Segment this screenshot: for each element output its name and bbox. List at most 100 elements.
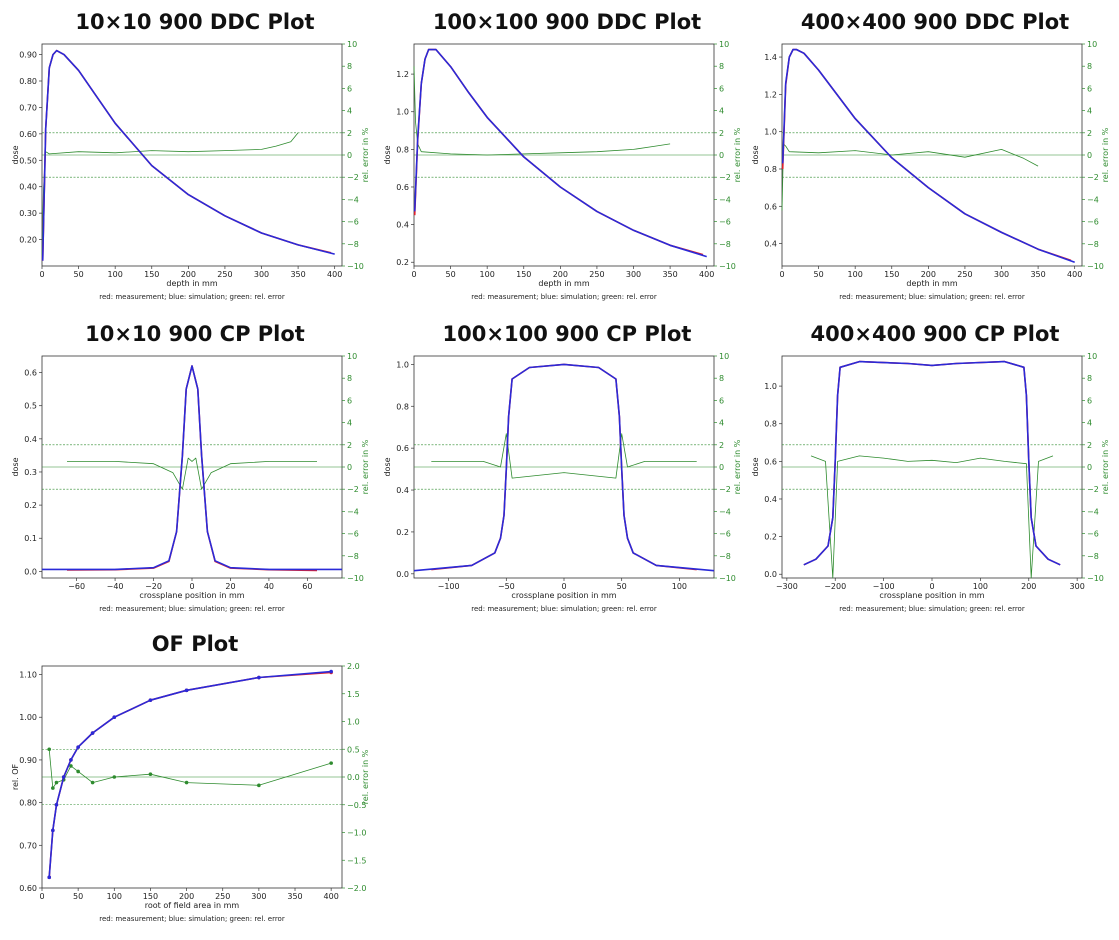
data-point bbox=[51, 828, 55, 833]
x-tick-label: 250 bbox=[215, 892, 230, 901]
y-tick-label: 0.70 bbox=[19, 103, 37, 112]
chart-title: OF Plot bbox=[151, 632, 239, 656]
x-axis-label: depth in mm bbox=[538, 279, 589, 288]
y2-tick-label: −8 bbox=[1087, 240, 1099, 249]
chart-svg: −60 −40 −20 0 20 40 600.00.10.20.30.40.50.6−10… bbox=[11, 352, 370, 613]
y2-tick-label: 10 bbox=[1087, 352, 1097, 361]
data-point bbox=[148, 698, 153, 702]
chart-title: 10×10 900 DDC Plot bbox=[75, 10, 315, 34]
y-tick-label: 0.1 bbox=[24, 534, 37, 543]
y-tick-label: 0.60 bbox=[19, 884, 37, 893]
x-tick-label: 200 bbox=[181, 270, 196, 279]
x-tick-label: 350 bbox=[287, 892, 302, 901]
y2-tick-label: −4 bbox=[1087, 507, 1099, 516]
chart-panel-of: OF Plot 0 50 100 150 200 250 300 350 400 0.60 0.70 0… bbox=[10, 628, 380, 940]
x-tick-label: 150 bbox=[144, 270, 159, 279]
data-point bbox=[257, 783, 261, 788]
y2-tick-label: 0.0 bbox=[347, 773, 360, 782]
y-tick-label: 0.90 bbox=[19, 51, 37, 60]
series-line-simulation bbox=[42, 365, 342, 571]
data-point bbox=[329, 669, 333, 674]
y-tick-label: 0.4 bbox=[396, 486, 409, 495]
y-tick-label: 0.4 bbox=[764, 495, 777, 504]
series-line-measurement bbox=[66, 365, 318, 572]
data-point bbox=[51, 786, 55, 790]
x-axis-label: crossplane position in mm bbox=[879, 591, 984, 600]
y2-tick-label: 2.0 bbox=[347, 662, 360, 671]
x-tick-label: 60 bbox=[302, 582, 312, 591]
x-tick-label: 50 bbox=[813, 270, 823, 279]
y-axis-label: dose bbox=[11, 145, 20, 164]
chart-svg: 0 50 100 150 200 250 300 350 4000.200.300.400.50… bbox=[11, 40, 370, 301]
x-tick-label: 400 bbox=[327, 270, 342, 279]
x-tick-label: 200 bbox=[1021, 582, 1036, 591]
x-tick-label: 40 bbox=[264, 582, 274, 591]
y2-tick-label: −10 bbox=[1087, 574, 1104, 583]
data-point bbox=[61, 775, 66, 779]
y2-axis-label: rel. error in % bbox=[733, 439, 742, 494]
y2-tick-label: −8 bbox=[347, 552, 359, 561]
y-tick-label: 0.6 bbox=[396, 444, 409, 453]
x-tick-label: 50 bbox=[445, 270, 455, 279]
x-tick-label: 0 bbox=[561, 582, 566, 591]
series-line-relerror bbox=[781, 143, 1039, 211]
y-axis-label: dose bbox=[751, 145, 760, 164]
y2-tick-label: 6 bbox=[719, 396, 724, 405]
x-axis-label: depth in mm bbox=[166, 279, 217, 288]
y2-tick-label: 1.0 bbox=[347, 718, 360, 727]
y2-tick-label: −6 bbox=[347, 530, 359, 539]
data-point bbox=[54, 802, 59, 807]
y2-axis-label: rel. error in % bbox=[1101, 127, 1110, 182]
x-tick-label: 300 bbox=[994, 270, 1009, 279]
y2-tick-label: −6 bbox=[1087, 530, 1099, 539]
y2-axis-label: rel. error in % bbox=[361, 127, 370, 182]
series-line-relerror bbox=[67, 457, 317, 490]
data-point bbox=[329, 761, 333, 765]
y2-tick-label: −2 bbox=[719, 173, 731, 182]
data-point bbox=[148, 772, 153, 777]
legend-caption: red: measurement; blue: simulation; gree… bbox=[99, 293, 285, 301]
y-axis-label: dose bbox=[751, 457, 760, 476]
x-tick-label: 0 bbox=[39, 892, 44, 901]
legend-caption: red: measurement; blue: simulation; gree… bbox=[471, 605, 657, 613]
x-tick-label: −60 bbox=[68, 582, 85, 591]
y-tick-label: 0.6 bbox=[396, 183, 409, 192]
y2-tick-label: −10 bbox=[1087, 262, 1104, 271]
chart-title: 400×400 900 CP Plot bbox=[810, 322, 1060, 346]
x-axis-label: depth in mm bbox=[906, 279, 957, 288]
x-axis-label: crossplane position in mm bbox=[511, 591, 616, 600]
x-tick-label: 0 bbox=[411, 270, 416, 279]
chart-svg: −300 −200 −100 0 100 200 3000.00.20.40.60.81.0… bbox=[751, 352, 1110, 613]
y2-tick-label: 0 bbox=[347, 151, 352, 160]
series-line-simulation bbox=[803, 360, 1061, 566]
y2-tick-label: 8 bbox=[347, 62, 352, 71]
y2-tick-label: −2 bbox=[719, 485, 731, 494]
y2-tick-label: 0 bbox=[1087, 463, 1092, 472]
y2-tick-label: 10 bbox=[347, 40, 357, 49]
y-tick-label: 0.90 bbox=[19, 756, 37, 765]
y-tick-label: 1.00 bbox=[19, 713, 37, 722]
y2-tick-label: −10 bbox=[719, 574, 736, 583]
x-tick-label: 150 bbox=[143, 892, 158, 901]
series-line-simulation bbox=[413, 48, 707, 258]
y2-tick-label: 4 bbox=[719, 419, 724, 428]
y2-tick-label: 4 bbox=[347, 107, 352, 116]
y2-tick-label: 2 bbox=[1087, 441, 1092, 450]
x-tick-label: 20 bbox=[225, 582, 235, 591]
y-tick-label: 1.10 bbox=[19, 671, 37, 680]
y2-tick-label: 2 bbox=[1087, 129, 1092, 138]
y-axis-label: dose bbox=[11, 457, 20, 476]
series-line-simulation bbox=[41, 49, 335, 261]
y-tick-label: 0.4 bbox=[764, 240, 777, 249]
y-tick-label: 1.4 bbox=[764, 53, 777, 62]
x-tick-label: 100 bbox=[672, 582, 687, 591]
x-tick-label: 400 bbox=[1067, 270, 1082, 279]
y2-tick-label: −10 bbox=[347, 262, 364, 271]
y-tick-label: 0.2 bbox=[764, 533, 777, 542]
x-tick-label: −200 bbox=[824, 582, 846, 591]
y2-tick-label: 6 bbox=[1087, 84, 1092, 93]
y2-tick-label: 0.5 bbox=[347, 745, 360, 754]
y2-tick-label: 6 bbox=[347, 396, 352, 405]
y2-tick-label: 6 bbox=[347, 84, 352, 93]
y-tick-label: 1.0 bbox=[396, 108, 409, 117]
